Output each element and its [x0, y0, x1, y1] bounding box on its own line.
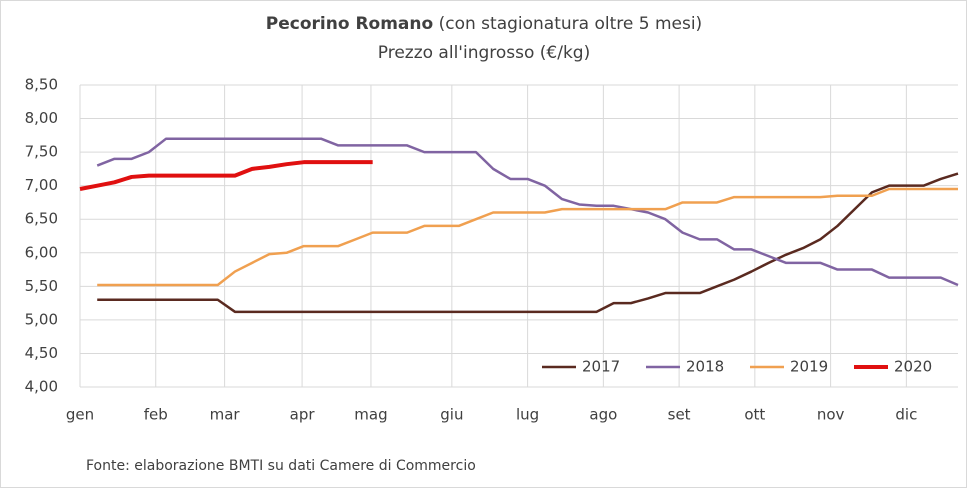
x-tick-label: lug [516, 406, 539, 424]
x-tick-label: feb [144, 406, 168, 424]
legend-label: 2019 [790, 358, 828, 376]
y-tick-label: 8,50 [25, 76, 58, 94]
y-tick-label: 5,00 [25, 310, 58, 328]
y-tick-label: 7,00 [25, 176, 58, 194]
x-tick-label: apr [290, 406, 316, 424]
legend-label: 2018 [686, 358, 724, 376]
title-note: (con stagionatura oltre 5 mesi) [439, 14, 703, 34]
series-line [97, 187, 958, 287]
chart-subtitle: Prezzo all'ingrosso (€/kg) [378, 43, 590, 63]
series-line [96, 137, 959, 287]
x-tick-label: dic [895, 406, 917, 424]
series-line [79, 160, 373, 191]
y-tick-label: 6,50 [25, 210, 58, 228]
legend-label: 2020 [894, 358, 932, 376]
source-note: Fonte: elaborazione BMTI su dati Camere … [86, 458, 476, 474]
x-tick-label: mar [210, 406, 241, 424]
x-tick-label: nov [817, 406, 845, 424]
y-tick-label: 7,50 [25, 143, 58, 161]
x-tick-label: mag [354, 406, 387, 424]
x-tick-label: giu [440, 406, 463, 424]
y-tick-label: 8,00 [25, 109, 58, 127]
legend-label: 2017 [582, 358, 620, 376]
chart-title: Pecorino Romano (con stagionatura oltre … [266, 14, 702, 34]
y-tick-label: 6,00 [25, 243, 58, 261]
x-tick-label: ago [589, 406, 617, 424]
x-tick-label: gen [66, 406, 94, 424]
y-tick-label: 4,00 [25, 378, 58, 396]
title-main: Pecorino Romano [266, 14, 433, 34]
x-tick-label: ott [744, 406, 765, 424]
y-tick-label: 5,50 [25, 277, 58, 295]
y-tick-label: 4,50 [25, 344, 58, 362]
x-tick-label: set [668, 406, 691, 424]
series-line [97, 172, 959, 314]
